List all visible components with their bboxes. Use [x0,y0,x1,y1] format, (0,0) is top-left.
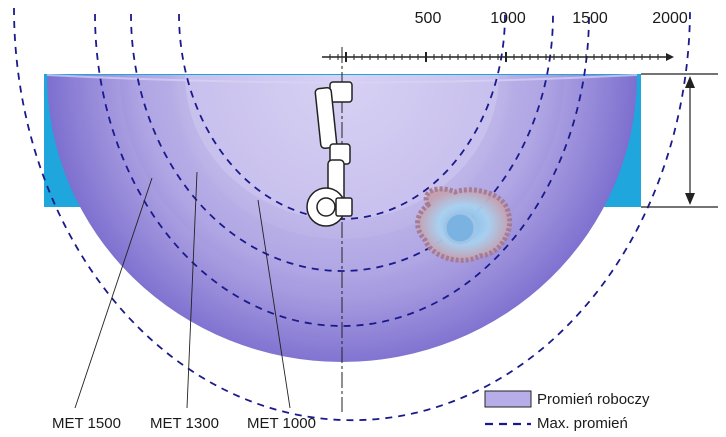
depth-arrow-down [685,193,695,205]
pool-object-icon [415,186,513,263]
robot-upper-link [314,86,338,150]
scale-tick-label-2000: 2000 [652,10,688,27]
zone-label-met-1500: MET 1500 [52,415,121,432]
legend: Promień roboczy Max. promień [484,390,650,432]
zone-leader-lines [74,171,291,409]
zone-label-met-1300: MET 1300 [150,415,219,432]
max-radius-arc-1300 [130,13,554,272]
legend-swatch-working-radius [484,390,532,408]
robot-base-mount [335,197,353,217]
depth-dimension [641,73,718,208]
zone-label-met-1000: MET 1000 [247,415,316,432]
scale-tick-label-500: 500 [415,10,442,27]
legend-label-max-radius: Max. promień [537,415,628,432]
scale-arrow-right [666,53,674,61]
scale-minor-ticks [329,52,659,62]
scale-bar: 500 1000 1500 2000 [322,10,688,62]
leader-met-1300 [186,171,198,409]
legend-label-working-radius: Promień roboczy [537,391,650,408]
max-radius-arc-outer [13,7,691,422]
scale-tick-label-1000: 1000 [490,10,526,27]
pool-object-core [443,211,477,245]
robot-base-inner [316,197,336,217]
leader-met-1500 [74,177,153,409]
scale-tick-label-1500: 1500 [572,10,608,27]
leader-met-1000 [257,199,291,409]
robot-head [329,81,353,103]
max-radius-arc-1500 [94,13,590,327]
robot-arm-icon [306,81,353,227]
depth-arrow-up [685,76,695,88]
